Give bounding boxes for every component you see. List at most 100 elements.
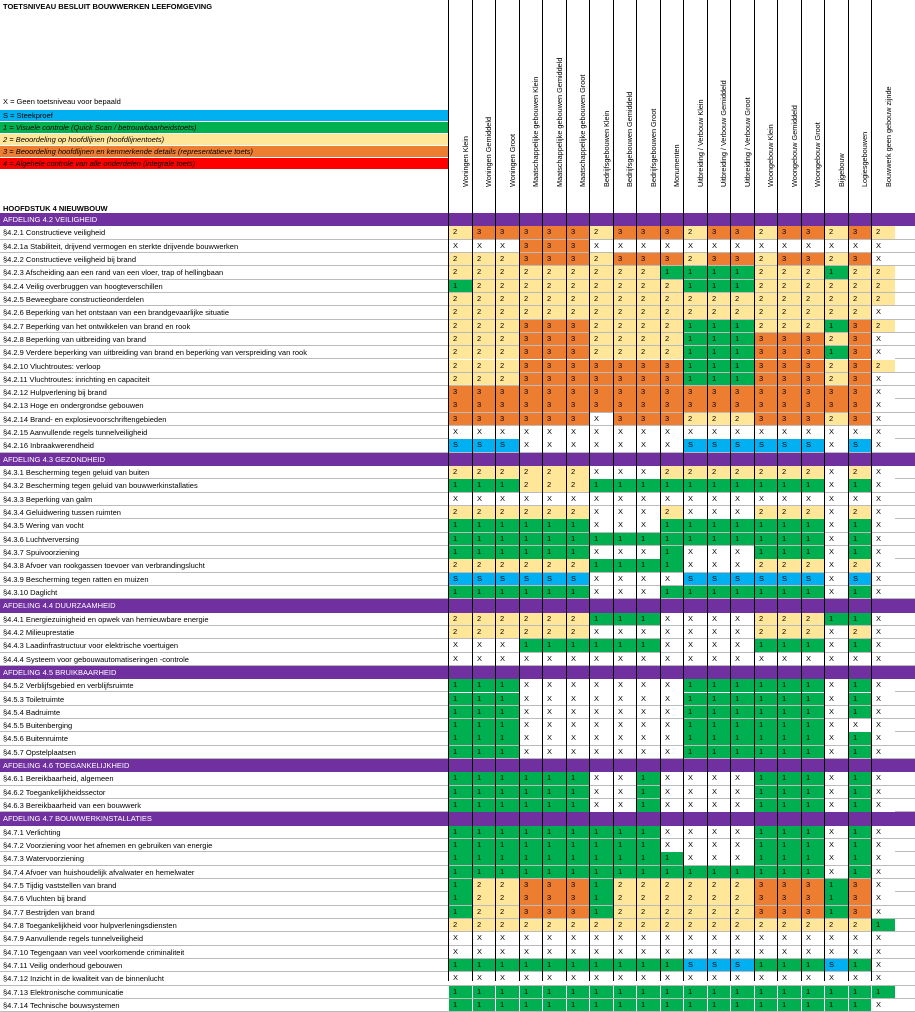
table-cell: 2: [566, 279, 589, 293]
table-cell: X: [636, 519, 660, 532]
table-cell: 2: [566, 625, 589, 639]
table-cell: 2: [566, 466, 589, 479]
table-cell: X: [613, 972, 636, 985]
table-cell: 1: [754, 692, 777, 706]
table-cell: 3: [660, 386, 683, 399]
table-cell: 2: [660, 506, 683, 519]
table-cell: 1: [542, 585, 566, 599]
table-cell: 2: [848, 918, 871, 932]
table-cell: X: [871, 972, 895, 985]
table-cell: 1: [801, 772, 824, 785]
table-cell: 2: [730, 306, 754, 319]
table-cell: X: [777, 426, 801, 439]
table-cell: 1: [707, 519, 730, 532]
table-cell: X: [871, 532, 895, 546]
table-cell: 1: [754, 519, 777, 532]
table-cell: X: [707, 652, 730, 666]
table-cell: 1: [472, 532, 495, 546]
table-cell: 1: [589, 559, 613, 572]
table-cell: 1: [613, 612, 636, 626]
table-row: §4.7.8 Toegankelijkheid voor hulpverleni…: [0, 918, 915, 933]
table-cell: X: [707, 559, 730, 572]
table-cell: 2: [566, 559, 589, 572]
table-cell: 3: [848, 372, 871, 386]
table-cell: S: [801, 572, 824, 586]
table-cell: 2: [613, 279, 636, 293]
table-row: §4.2.12 Hulpverlening bij brand 3 3 3 3 3 3 3 3 3…: [0, 386, 915, 400]
row-label: §4.6.2 Toegankelijkheidssector: [3, 787, 106, 797]
table-cell: 2: [542, 479, 566, 492]
table-cell: 3: [613, 372, 636, 386]
table-cell: 3: [660, 252, 683, 266]
table-cell: X: [589, 546, 613, 559]
table-cell: 1: [801, 732, 824, 745]
table-cell: 1: [495, 585, 519, 599]
row-label: §4.2.8 Beperking van uitbreiding van bra…: [3, 334, 147, 344]
table-cell: S: [754, 572, 777, 586]
row-label: §4.7.3 Watervoorziening: [3, 854, 85, 864]
table-row: §4.4.2 Milieuprestatie 2 2 2 2 2 2 X X X X X X X 2 2 2 X 2…: [0, 625, 915, 640]
table-cell: X: [589, 492, 613, 506]
table-cell: 3: [730, 399, 754, 412]
row-label: §4.7.13 Elektronische communicatie: [3, 987, 124, 997]
table-cell: 1: [848, 745, 871, 759]
column-header-label: Woongebouw Groot: [813, 122, 822, 187]
table-cell: X: [589, 799, 613, 812]
table-cell: 2: [495, 612, 519, 626]
table-cell: 3: [636, 359, 660, 373]
table-cell: X: [589, 705, 613, 719]
table-cell: 1: [636, 865, 660, 879]
table-cell: 1: [589, 892, 613, 905]
table-cell: X: [707, 492, 730, 506]
table-cell: 1: [777, 532, 801, 546]
table-cell: 3: [542, 359, 566, 373]
table-cell: 3: [613, 226, 636, 239]
table-cell: 1: [824, 905, 848, 919]
table-cell: 1: [824, 998, 848, 1012]
table-cell: 3: [566, 905, 589, 919]
table-cell: X: [730, 426, 754, 439]
table-cell: 3: [801, 226, 824, 239]
table-cell: X: [613, 625, 636, 639]
table-cell: 1: [754, 958, 777, 972]
table-cell: X: [613, 719, 636, 732]
row-label: §4.6.1 Bereikbaarheid, algemeen: [3, 774, 114, 784]
table-cell: 2: [519, 279, 542, 293]
table-cell: 3: [754, 372, 777, 386]
table-cell: 2: [777, 559, 801, 572]
table-cell: 3: [777, 879, 801, 892]
table-cell: 2: [824, 306, 848, 319]
table-cell: 1: [777, 745, 801, 759]
table-cell: X: [824, 719, 848, 732]
table-cell: 1: [683, 319, 707, 333]
table-cell: 3: [754, 905, 777, 919]
table-cell: X: [871, 412, 895, 426]
table-cell: 2: [613, 332, 636, 346]
table-cell: 2: [472, 466, 495, 479]
table-cell: X: [707, 945, 730, 959]
table-cell: 3: [636, 226, 660, 239]
table-cell: 1: [448, 958, 472, 972]
table-cell: X: [707, 239, 730, 253]
table-cell: X: [871, 958, 895, 972]
table-cell: 1: [448, 892, 472, 905]
table-cell: 2: [448, 559, 472, 572]
table-cell: 1: [448, 705, 472, 719]
table-cell: X: [871, 386, 895, 399]
table-cell: X: [824, 239, 848, 253]
table-cell: 2: [824, 918, 848, 932]
table-cell: 3: [848, 359, 871, 373]
table-cell: 2: [519, 625, 542, 639]
table-cell: X: [613, 546, 636, 559]
table-cell: 3: [542, 346, 566, 359]
table-cell: 3: [613, 252, 636, 266]
section-header: AFDELING 4.3 GEZONDHEID: [0, 452, 915, 467]
table-cell: S: [683, 958, 707, 972]
table-cell: 3: [777, 399, 801, 412]
table-row: §4.3.4 Geluidwering tussen ruimten 2 2 2 2 2 2…: [0, 506, 915, 520]
table-cell: 3: [777, 252, 801, 266]
table-cell: X: [871, 426, 895, 439]
table-cell: 2: [448, 346, 472, 359]
table-cell: X: [566, 692, 589, 706]
table-cell: 2: [683, 466, 707, 479]
